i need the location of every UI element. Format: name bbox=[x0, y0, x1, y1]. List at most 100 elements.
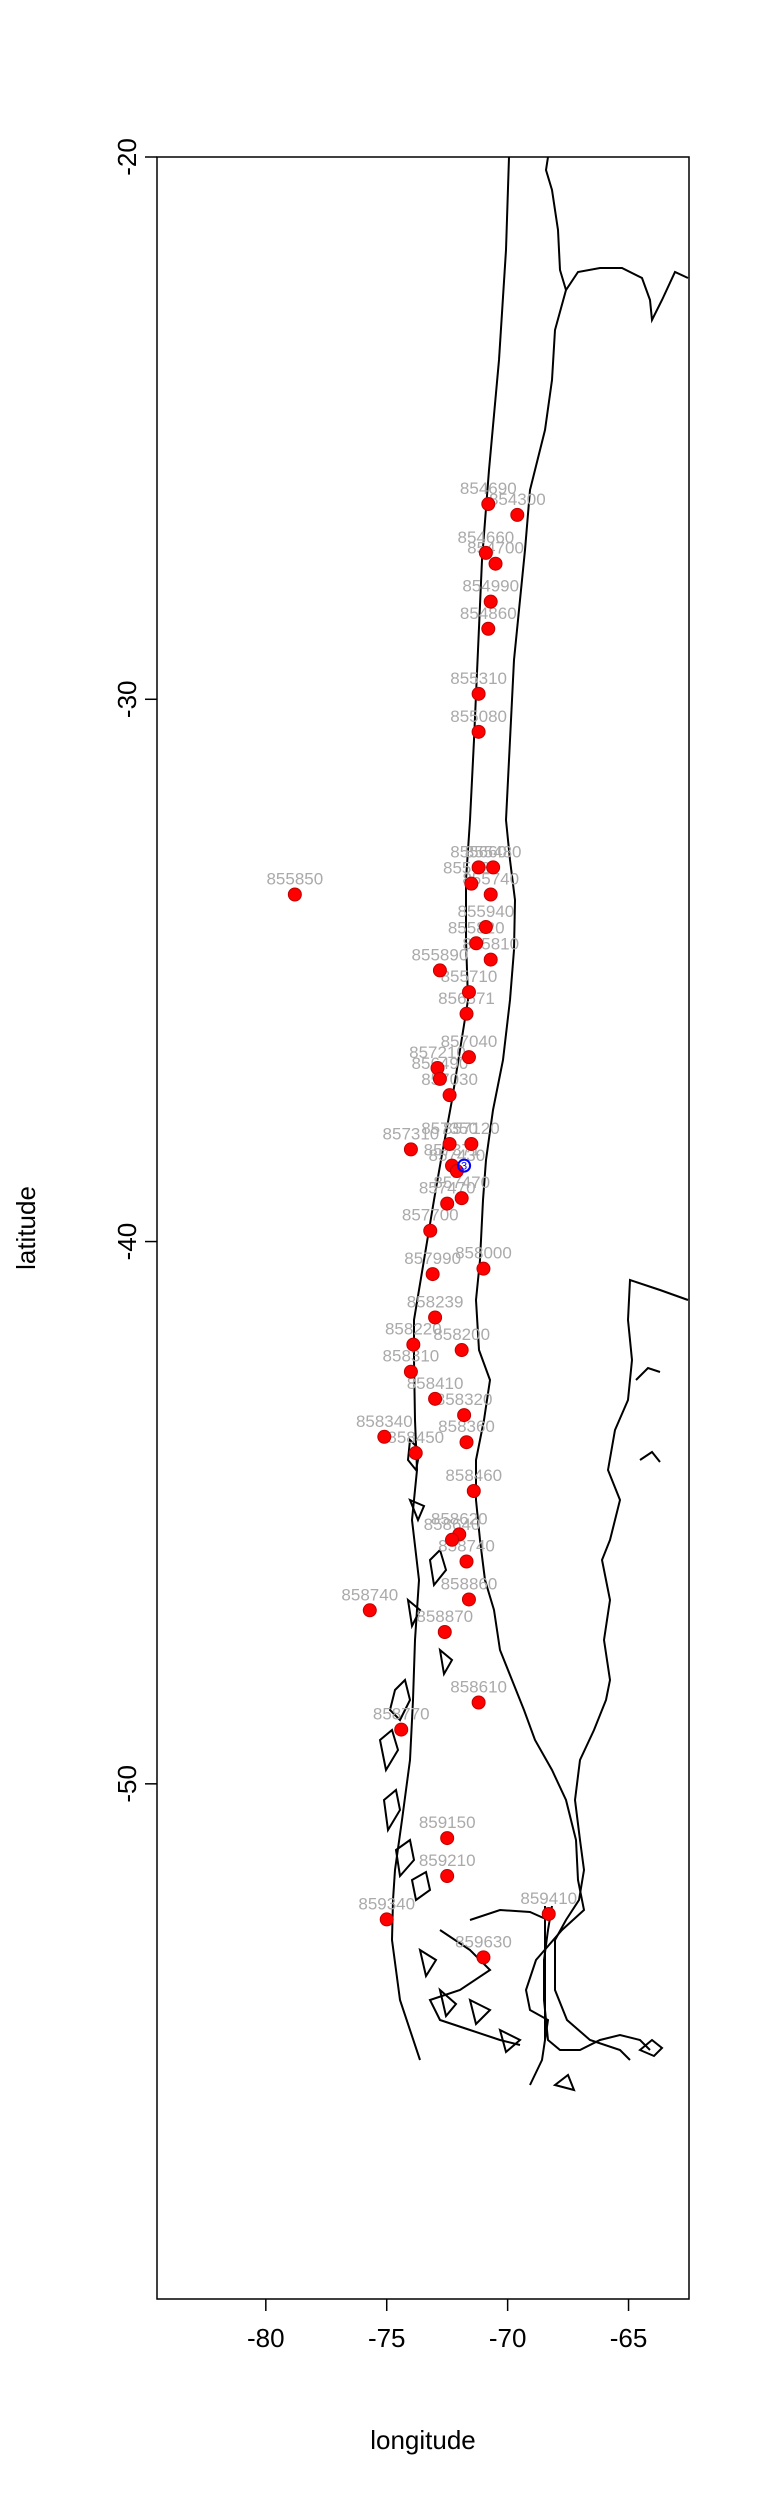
station-label: 858740 bbox=[341, 1585, 398, 1604]
station-label: 854300 bbox=[489, 490, 546, 509]
station-label: 858770 bbox=[373, 1705, 430, 1724]
station-point bbox=[437, 1624, 452, 1639]
station-point bbox=[432, 1071, 447, 1086]
station-point bbox=[454, 1191, 469, 1206]
station-label: 859410 bbox=[520, 1889, 577, 1908]
station-point bbox=[461, 1050, 476, 1065]
station-point bbox=[425, 1267, 440, 1282]
station-label: 858360 bbox=[438, 1417, 495, 1436]
station-point bbox=[510, 507, 525, 522]
station-point bbox=[476, 1950, 491, 1965]
station-point bbox=[287, 887, 302, 902]
station-point bbox=[403, 1142, 418, 1157]
station-point bbox=[394, 1722, 409, 1737]
station-label: 858460 bbox=[445, 1466, 502, 1485]
station-label: 855310 bbox=[450, 669, 507, 688]
station-label: 857310 bbox=[383, 1124, 440, 1143]
station-label: 857040 bbox=[441, 1032, 498, 1051]
station-point bbox=[379, 1912, 394, 1927]
station-label: 857210 bbox=[409, 1043, 466, 1062]
station-point bbox=[459, 1006, 474, 1021]
station-point bbox=[440, 1196, 455, 1211]
station-point bbox=[471, 686, 486, 701]
y-tick-label: -20 bbox=[112, 138, 142, 176]
station-label: 854660 bbox=[458, 528, 515, 547]
x-axis-title: longitude bbox=[370, 2425, 476, 2455]
station-point bbox=[478, 545, 493, 560]
station-point bbox=[459, 1435, 474, 1450]
station-label: 858870 bbox=[416, 1607, 473, 1626]
station-label: 854700 bbox=[467, 539, 524, 558]
station-label: 857350 bbox=[421, 1119, 478, 1138]
station-label: 858200 bbox=[433, 1325, 490, 1344]
station-label: 858410 bbox=[407, 1374, 464, 1393]
station-point bbox=[483, 887, 498, 902]
y-axis-title: latitude bbox=[11, 1186, 41, 1270]
station-point bbox=[459, 1554, 474, 1569]
station-point bbox=[483, 952, 498, 967]
station-point bbox=[486, 860, 501, 875]
station-point bbox=[457, 1408, 472, 1423]
station-points: 3 bbox=[287, 497, 556, 1965]
station-point bbox=[476, 1261, 491, 1276]
axes: -80 -75 -70 -65 -20 -30 -40 -50 longitude latitud… bbox=[11, 138, 647, 2455]
station-point bbox=[471, 724, 486, 739]
station-point bbox=[440, 1869, 455, 1884]
station-point bbox=[403, 1364, 418, 1379]
station-label: 857030 bbox=[421, 1070, 478, 1089]
station-point bbox=[442, 1136, 457, 1151]
station-point bbox=[454, 1343, 469, 1358]
station-point bbox=[440, 1831, 455, 1846]
station-label: 859210 bbox=[419, 1851, 476, 1870]
station-point bbox=[442, 1088, 457, 1103]
y-tick-label: -50 bbox=[112, 1765, 142, 1803]
station-point bbox=[541, 1906, 556, 1921]
station-label: 858610 bbox=[450, 1677, 507, 1696]
station-label: 855080 bbox=[450, 707, 507, 726]
plot-frame bbox=[156, 156, 690, 2300]
highlight-point bbox=[457, 1158, 472, 1173]
station-point bbox=[377, 1429, 392, 1444]
station-label: 858640 bbox=[424, 1515, 481, 1534]
station-point bbox=[432, 963, 447, 978]
station-label: 858450 bbox=[387, 1428, 444, 1447]
station-label: 858860 bbox=[441, 1574, 498, 1593]
station-label: 855710 bbox=[441, 967, 498, 986]
x-tick-label: -65 bbox=[610, 2323, 648, 2353]
station-label: 855430 bbox=[443, 859, 500, 878]
station-label: 858239 bbox=[407, 1292, 464, 1311]
station-point bbox=[464, 876, 479, 891]
station-point bbox=[428, 1310, 443, 1325]
station-label: 857470 bbox=[433, 1173, 490, 1192]
station-label: 858220 bbox=[385, 1320, 442, 1339]
station-point bbox=[471, 860, 486, 875]
station-point bbox=[406, 1337, 421, 1352]
station-point bbox=[362, 1603, 377, 1618]
station-label: 859150 bbox=[419, 1813, 476, 1832]
station-label: 859340 bbox=[358, 1894, 415, 1913]
station-point bbox=[478, 920, 493, 935]
station-label: 855940 bbox=[458, 902, 515, 921]
station-label: 855480 bbox=[465, 842, 522, 861]
station-point bbox=[469, 936, 484, 951]
station-point bbox=[408, 1446, 423, 1461]
station-point bbox=[428, 1391, 443, 1406]
station-label: 857990 bbox=[404, 1249, 461, 1268]
station-point bbox=[481, 621, 496, 636]
station-label: 855890 bbox=[412, 945, 469, 964]
station-label: 854860 bbox=[460, 604, 517, 623]
station-point bbox=[461, 985, 476, 1000]
station-label: 858320 bbox=[436, 1390, 493, 1409]
x-tick-label: -80 bbox=[247, 2323, 285, 2353]
y-tick-label: -30 bbox=[112, 680, 142, 718]
station-label: 858340 bbox=[356, 1412, 413, 1431]
y-tick-label: -40 bbox=[112, 1223, 142, 1261]
station-point bbox=[481, 497, 496, 512]
station-label: 854990 bbox=[462, 577, 519, 596]
station-label: 858000 bbox=[455, 1244, 512, 1263]
station-point bbox=[423, 1223, 438, 1238]
station-point bbox=[488, 556, 503, 571]
x-tick-label: -75 bbox=[368, 2323, 406, 2353]
station-label: 855660 bbox=[450, 842, 507, 861]
